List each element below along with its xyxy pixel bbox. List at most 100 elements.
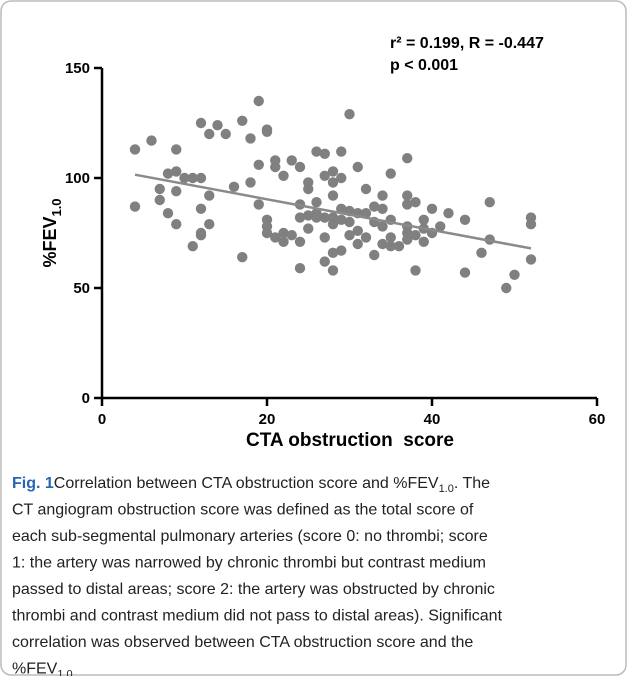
point <box>270 232 281 243</box>
point <box>303 183 314 195</box>
point <box>237 115 248 127</box>
caption-line: Fig. 1Correlation between CTA obstructio… <box>12 475 490 495</box>
point <box>336 146 347 157</box>
point <box>484 197 495 208</box>
point <box>402 190 413 201</box>
point <box>336 172 347 184</box>
point <box>377 190 388 201</box>
point <box>237 252 248 263</box>
point <box>369 249 380 261</box>
caption-line: passed to distal areas; score 2: the art… <box>12 581 495 598</box>
point <box>270 161 281 173</box>
point <box>171 186 182 197</box>
point <box>311 146 322 157</box>
caption-subscript: 1.0 <box>439 483 454 495</box>
x-tick-label: 60 <box>589 411 606 428</box>
point <box>385 241 396 252</box>
point <box>525 254 537 265</box>
point <box>360 208 372 219</box>
point <box>294 212 306 223</box>
point <box>476 247 487 258</box>
point <box>525 219 537 230</box>
point <box>402 153 413 164</box>
figure-label: Fig. 1 <box>12 475 54 492</box>
point <box>360 183 372 195</box>
point <box>253 159 264 170</box>
point <box>171 219 182 230</box>
point <box>294 263 306 274</box>
point <box>377 203 388 214</box>
point <box>352 238 363 250</box>
point <box>195 172 207 184</box>
point <box>187 241 198 252</box>
point <box>245 177 256 188</box>
x-axis-label: CTA obstruction score <box>246 430 454 451</box>
point <box>319 148 330 159</box>
point <box>204 128 215 140</box>
caption-text: correlation was observed between CTA obs… <box>12 634 473 651</box>
y-tick-label: 0 <box>82 390 90 407</box>
point <box>327 190 339 201</box>
y-axis-label-main: %FEV <box>40 217 60 268</box>
caption-text: Correlation between CTA obstruction scor… <box>54 475 439 492</box>
point <box>171 166 182 177</box>
point <box>426 203 438 214</box>
point <box>327 219 339 230</box>
point <box>418 214 429 225</box>
point <box>278 170 289 181</box>
point <box>154 183 165 195</box>
point <box>377 238 388 250</box>
y-axis-label: %FEV1.0 <box>40 198 64 267</box>
caption-text: thrombi and contrast medium did not pass… <box>12 608 503 625</box>
caption-subscript: 1.0 <box>57 669 72 676</box>
point <box>146 135 157 146</box>
point <box>278 236 289 247</box>
point <box>327 265 339 276</box>
y-axis-label-sub: 1.0 <box>49 198 64 216</box>
annotation: r² = 0.199, R = -0.447 <box>390 35 544 52</box>
point <box>129 201 141 212</box>
point <box>319 170 330 181</box>
point <box>410 265 421 276</box>
point <box>319 256 330 267</box>
point <box>344 109 355 120</box>
point <box>162 208 174 219</box>
point <box>303 223 314 234</box>
point <box>509 269 520 280</box>
caption-text: passed to distal areas; score 2: the art… <box>12 581 495 598</box>
caption-text: 1: the artery was narrowed by chronic th… <box>12 555 486 572</box>
caption-text: each sub-segmental pulmonary arteries (s… <box>12 528 488 545</box>
x-tick-label: 0 <box>98 411 106 428</box>
point <box>459 214 471 225</box>
point <box>179 172 190 184</box>
point <box>443 208 454 219</box>
point <box>261 227 273 239</box>
point <box>286 230 297 241</box>
point <box>129 144 141 155</box>
point <box>402 234 413 245</box>
caption-text: . The <box>454 475 490 492</box>
point <box>220 128 231 140</box>
point <box>385 168 396 179</box>
point <box>319 212 330 223</box>
caption-line: %FEV1.0 <box>12 661 73 676</box>
point <box>311 212 322 223</box>
point <box>336 214 347 225</box>
point <box>212 120 223 131</box>
point <box>319 232 330 243</box>
point <box>294 161 306 173</box>
point <box>352 225 363 236</box>
point <box>410 230 421 241</box>
annotation: p < 0.001 <box>390 57 458 74</box>
point <box>204 190 215 201</box>
point <box>162 168 174 179</box>
point <box>261 124 273 135</box>
x-tick-label: 40 <box>424 411 441 428</box>
point <box>327 166 339 177</box>
point <box>402 199 413 210</box>
point <box>385 232 396 243</box>
caption-text: CT angiogram obstruction score was defin… <box>12 502 474 519</box>
point <box>311 197 322 208</box>
point <box>195 230 207 241</box>
y-tick-label: 150 <box>65 60 90 77</box>
